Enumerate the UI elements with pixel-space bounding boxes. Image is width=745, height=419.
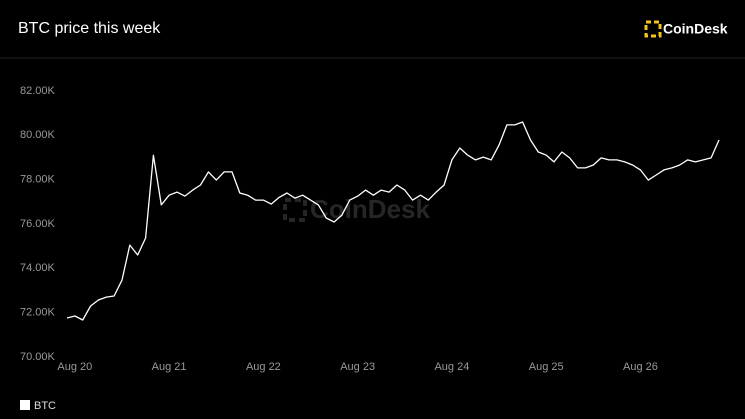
x-tick-label: Aug 26	[623, 361, 658, 373]
y-tick-label: 80.00K	[20, 129, 56, 141]
x-tick-label: Aug 25	[529, 361, 564, 373]
x-tick-label: Aug 24	[434, 361, 469, 373]
y-tick-label: 74.00K	[20, 262, 56, 274]
y-tick-label: 82.00K	[20, 85, 56, 97]
logo-icon	[644, 20, 662, 38]
watermark-text: CoinDesk	[310, 194, 430, 224]
watermark: CoinDesk	[283, 194, 430, 224]
x-tick-label: Aug 20	[57, 361, 92, 373]
x-tick-label: Aug 23	[340, 361, 375, 373]
x-tick-label: Aug 21	[152, 361, 187, 373]
x-tick-label: Aug 22	[246, 361, 281, 373]
y-tick-label: 78.00K	[20, 174, 56, 186]
legend-swatch	[20, 400, 30, 410]
brand-logo: CoinDesk	[644, 20, 728, 38]
watermark-icon	[283, 198, 307, 222]
logo-text: CoinDesk	[663, 21, 728, 37]
chart-title: BTC price this week	[18, 20, 161, 37]
y-tick-label: 76.00K	[20, 218, 56, 230]
y-tick-label: 70.00K	[20, 351, 56, 363]
price-line	[66, 121, 720, 321]
y-tick-label: 72.00K	[20, 307, 56, 319]
legend-label: BTC	[34, 400, 56, 412]
